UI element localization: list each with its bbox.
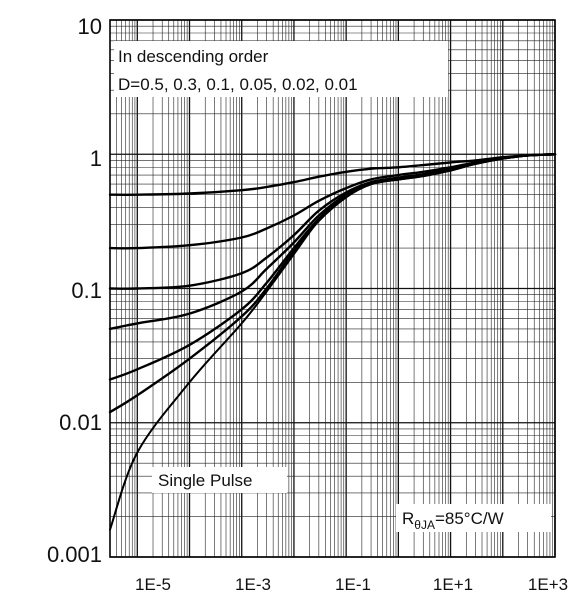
rtheta-text: RθJA=85°C/W xyxy=(402,509,504,532)
rtheta-value: =85°C/W xyxy=(435,509,504,528)
legend-background xyxy=(114,41,448,97)
series-curves xyxy=(108,153,557,531)
y-axis-ticks: 10 1 0.1 0.01 0.001 xyxy=(47,14,102,567)
series-line-d-0-02 xyxy=(108,153,557,381)
rtheta-symbol: R xyxy=(402,509,414,528)
x-tick-label: 1E-3 xyxy=(235,575,271,594)
x-tick-label: 1E+3 xyxy=(528,575,568,594)
legend-box: In descending order D=0.5, 0.3, 0.1, 0.0… xyxy=(114,41,448,97)
y-tick-label: 0.1 xyxy=(71,278,102,303)
y-tick-label: 1 xyxy=(90,146,102,171)
rtheta-background xyxy=(396,504,551,532)
x-axis-ticks: 1E-5 1E-3 1E-1 1E+1 1E+3 xyxy=(135,575,568,594)
rtheta-subscript: θJA xyxy=(414,518,435,532)
x-tick-label: 1E-5 xyxy=(135,575,171,594)
single-pulse-background xyxy=(152,467,287,493)
legend-line-1: In descending order xyxy=(118,47,269,66)
y-tick-label: 0.01 xyxy=(59,410,102,435)
plot-frame xyxy=(109,19,556,558)
series-line-single-pulse xyxy=(109,153,556,531)
single-pulse-label: Single Pulse xyxy=(158,471,253,490)
y-tick-label: 0.001 xyxy=(47,542,102,567)
x-tick-label: 1E-1 xyxy=(335,575,371,594)
legend-line-2: D=0.5, 0.3, 0.1, 0.05, 0.02, 0.01 xyxy=(118,75,358,94)
rtheta-annotation: RθJA=85°C/W xyxy=(396,504,551,532)
single-pulse-label-group: Single Pulse xyxy=(152,467,287,493)
x-tick-label: 1E+1 xyxy=(433,575,473,594)
y-tick-label: 10 xyxy=(78,14,102,39)
series-line-d-0-05 xyxy=(108,153,557,331)
